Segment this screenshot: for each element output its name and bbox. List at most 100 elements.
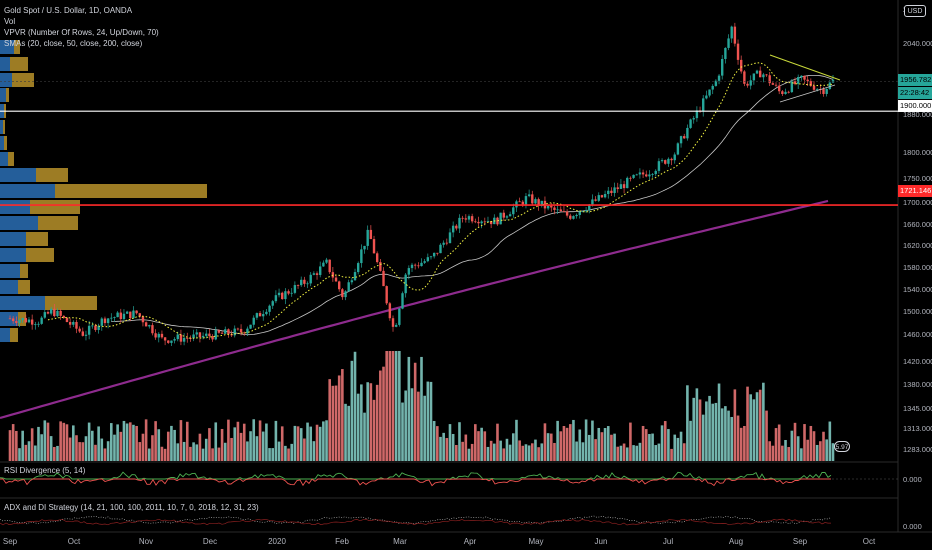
volume-bar xyxy=(106,441,110,461)
volume-bar xyxy=(708,395,711,461)
candle-body xyxy=(429,256,433,258)
volume-profile-up-row xyxy=(0,73,12,87)
candle-body xyxy=(287,291,290,294)
vpvr-indicator-label[interactable]: VPVR (Number Of Rows, 24, Up/Down, 70) xyxy=(4,28,159,37)
candle-body xyxy=(689,119,692,128)
volume-bar xyxy=(730,416,734,461)
last-price-tag: 1956.782 xyxy=(898,74,932,86)
candle-body xyxy=(249,324,252,329)
candle-body xyxy=(626,177,629,189)
candle-body xyxy=(572,216,575,219)
volume-bar xyxy=(822,431,825,461)
candle-body xyxy=(474,221,477,223)
candle-body xyxy=(724,47,727,60)
volume-bar xyxy=(682,443,686,461)
volume-bar xyxy=(369,383,373,461)
candle-body xyxy=(527,194,531,197)
candle-body xyxy=(502,212,505,218)
candle-body xyxy=(505,216,509,218)
time-tick: Jun xyxy=(594,537,608,546)
volume-bar xyxy=(676,437,680,461)
volume-bar xyxy=(40,434,43,461)
volume-bar xyxy=(461,441,464,461)
time-tick: Jul xyxy=(662,537,674,546)
volume-profile-down-row xyxy=(4,136,7,150)
candle-body xyxy=(638,172,642,175)
volume-bar xyxy=(733,389,737,461)
volume-bar xyxy=(303,438,306,461)
sma-indicator-label[interactable]: SMAs (20, close, 50, close, 200, close) xyxy=(4,39,143,48)
currency-button[interactable]: USD xyxy=(904,5,926,17)
volume-profile-up-row xyxy=(0,136,4,150)
candle-body xyxy=(382,270,385,287)
volume-bar xyxy=(261,431,265,461)
volume-profile-down-row xyxy=(8,152,14,166)
volume-bar xyxy=(771,445,775,461)
volume-bar xyxy=(230,437,233,461)
candle-body xyxy=(144,322,148,327)
time-tick: Aug xyxy=(728,537,744,546)
symbol-title[interactable]: Gold Spot / U.S. Dollar, 1D, OANDA xyxy=(4,6,133,15)
volume-bar xyxy=(132,424,135,461)
volume-bar xyxy=(815,444,819,461)
volume-bar xyxy=(128,422,132,461)
candle-body xyxy=(556,209,559,211)
candle-body xyxy=(233,328,236,336)
candle-body xyxy=(91,325,94,327)
candle-body xyxy=(151,325,154,334)
volume-bar xyxy=(568,424,572,461)
volume-bar xyxy=(540,443,544,461)
volume-bar xyxy=(166,431,170,461)
volume-bar xyxy=(284,445,287,461)
candle-body xyxy=(562,211,566,212)
candle-body xyxy=(379,262,382,271)
volume-bar xyxy=(689,420,692,461)
candle-body xyxy=(37,323,40,325)
candle-body xyxy=(702,98,705,112)
volume-bar xyxy=(489,440,493,461)
candle-body xyxy=(610,190,613,193)
candle-body xyxy=(341,289,344,298)
volume-bar xyxy=(318,426,322,461)
volume-bar xyxy=(534,439,537,461)
volume-bar xyxy=(654,445,658,461)
candle-body xyxy=(167,340,170,343)
volume-bar xyxy=(56,445,59,461)
volume-bar xyxy=(249,431,252,461)
candle-body xyxy=(173,339,176,341)
adx-title[interactable]: ADX and DI Strategy (14, 21, 100, 100, 2… xyxy=(4,503,259,512)
candle-body xyxy=(350,280,354,283)
candle-body xyxy=(208,333,211,337)
volume-bar xyxy=(404,390,407,461)
candle-body xyxy=(534,199,537,204)
volume-bar xyxy=(448,424,452,461)
volume-bar xyxy=(398,351,401,461)
volume-bar xyxy=(432,420,436,461)
volume-bar xyxy=(68,437,72,461)
volume-bar xyxy=(265,423,268,461)
volume-bar xyxy=(470,443,474,461)
volume-indicator-label[interactable]: Vol xyxy=(4,17,16,26)
candle-body xyxy=(645,174,648,177)
volume-bar xyxy=(679,431,683,461)
candle-body xyxy=(388,303,392,319)
volume-bar xyxy=(410,388,414,461)
candle-body xyxy=(809,81,813,86)
volume-bar xyxy=(720,408,724,461)
candle-body xyxy=(477,221,480,224)
volume-bar xyxy=(686,385,689,461)
candle-body xyxy=(182,337,186,342)
volume-bar xyxy=(356,393,360,461)
price-tick: 1283.000 xyxy=(903,445,932,454)
volume-bar xyxy=(755,392,759,461)
volume-bar xyxy=(227,419,230,461)
volume-bar xyxy=(629,422,632,461)
rsi-title[interactable]: RSI Divergence (5, 14) xyxy=(4,466,86,475)
candle-body xyxy=(584,210,588,212)
candle-body xyxy=(271,301,274,306)
candle-body xyxy=(420,262,423,267)
candle-body xyxy=(553,207,556,211)
volume-bar xyxy=(87,422,91,461)
price-tick: 1313.000 xyxy=(903,424,932,433)
